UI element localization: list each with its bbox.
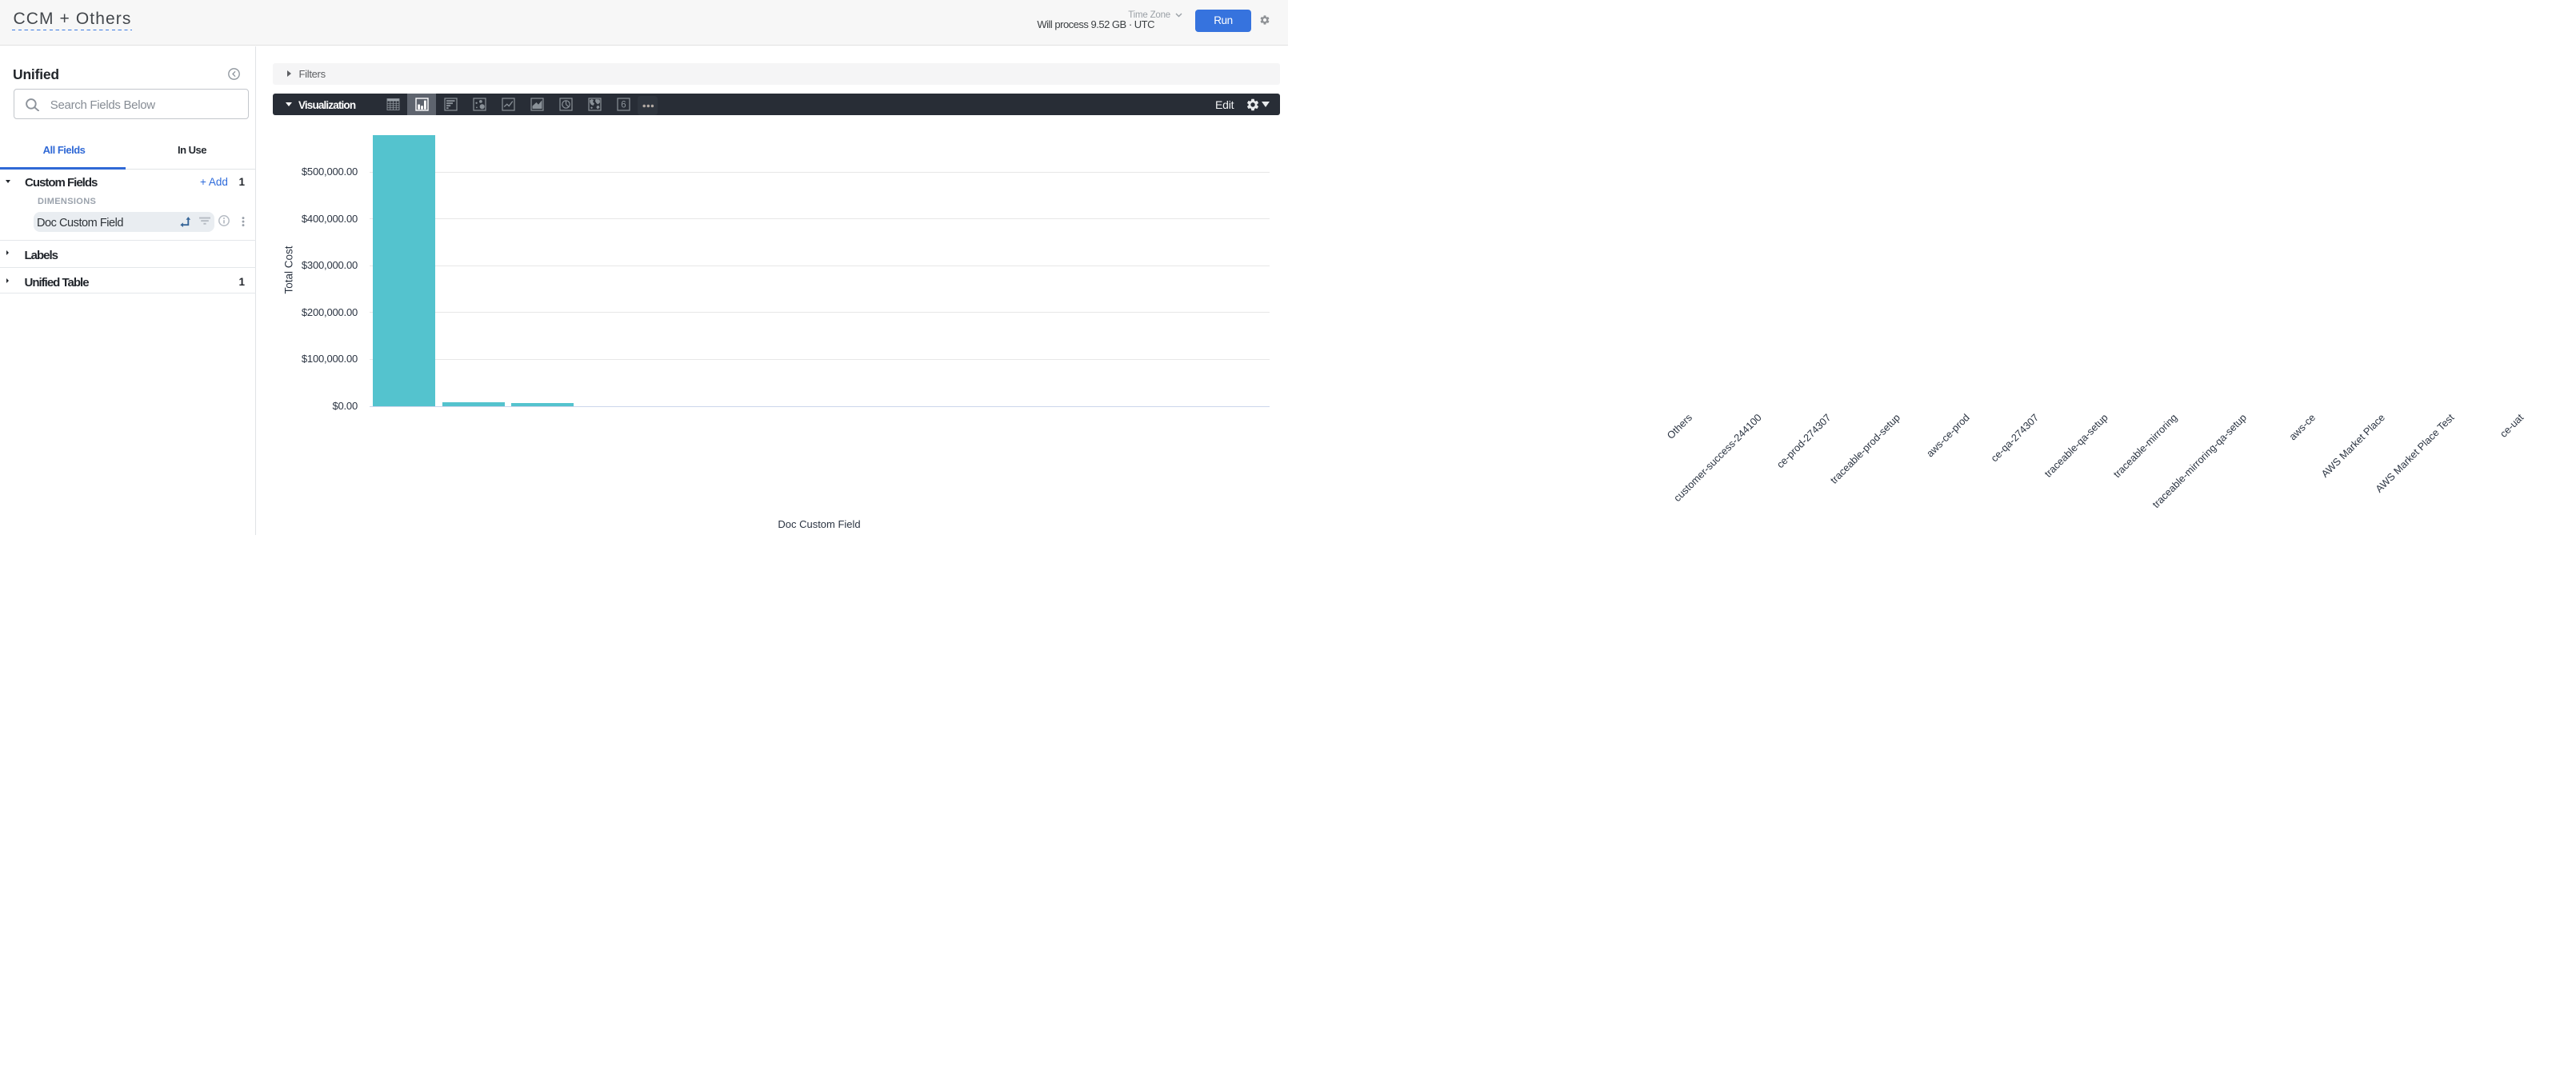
svg-text:6: 6 [621,100,626,110]
